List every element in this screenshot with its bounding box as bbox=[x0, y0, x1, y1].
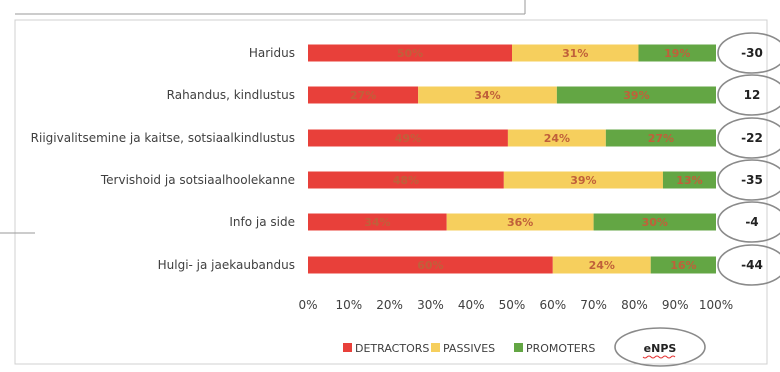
data-label: 60% bbox=[417, 259, 443, 272]
legend-swatch-passives bbox=[431, 343, 440, 352]
bar-passives bbox=[507, 129, 606, 147]
bar-promoters bbox=[605, 129, 716, 147]
legend-label-detractors: DETRACTORS bbox=[355, 342, 429, 355]
enps-circle bbox=[717, 32, 780, 74]
category-label: Riigivalitsemine ja kaitse, sotsiaalkind… bbox=[31, 131, 295, 145]
bar-passives bbox=[552, 256, 651, 274]
category-label: Tervishoid ja sotsiaalhoolekanne bbox=[100, 173, 295, 187]
data-label: 34% bbox=[474, 89, 500, 102]
data-label: 13% bbox=[676, 174, 702, 187]
x-tick-label: 100% bbox=[699, 298, 733, 312]
legend-label-passives: PASSIVES bbox=[443, 342, 495, 355]
enps-value: -44 bbox=[741, 258, 763, 272]
data-label: 34% bbox=[364, 216, 390, 229]
category-label: Haridus bbox=[249, 46, 295, 60]
bar-detractors bbox=[308, 213, 447, 231]
data-label: 48% bbox=[393, 174, 419, 187]
x-tick-label: 70% bbox=[580, 298, 607, 312]
legend-swatch-promoters bbox=[514, 343, 523, 352]
x-tick-label: 20% bbox=[376, 298, 403, 312]
bar-passives bbox=[446, 213, 594, 231]
enps-circle bbox=[717, 74, 780, 116]
bar-promoters bbox=[662, 171, 716, 189]
legend-label-promoters: PROMOTERS bbox=[526, 342, 595, 355]
bars-group: 50% 31% 19% 27% 34% 39% 49% 24% 27% 48% 39% 13% 34% 3… bbox=[308, 44, 716, 274]
enps-value: -35 bbox=[741, 173, 763, 187]
enps-column: -30 12 -22 -35 -4 -44 bbox=[717, 32, 780, 286]
legend: DETRACTORS PASSIVES PROMOTERS eNPS bbox=[343, 327, 706, 367]
frame-decor bbox=[0, 0, 768, 365]
data-label: 30% bbox=[642, 216, 668, 229]
data-label: 16% bbox=[670, 259, 696, 272]
data-label: 27% bbox=[648, 132, 674, 145]
data-label: 27% bbox=[350, 89, 376, 102]
data-label: 24% bbox=[544, 132, 570, 145]
bar-promoters bbox=[638, 44, 716, 62]
enps-circle bbox=[717, 201, 780, 243]
data-label: 39% bbox=[623, 89, 649, 102]
enps-value: 12 bbox=[744, 88, 761, 102]
bar-detractors bbox=[308, 86, 419, 104]
x-axis: 0% 10% 20% 30% 40% 50% 60% 70% 80% 90% 100% bbox=[298, 298, 733, 312]
x-tick-label: 0% bbox=[298, 298, 317, 312]
enps-legend-label: eNPS bbox=[644, 342, 677, 355]
data-label: 50% bbox=[397, 47, 423, 60]
category-label: Hulgi- ja jaekaubandus bbox=[158, 258, 295, 272]
bar-detractors bbox=[308, 44, 512, 62]
bar-promoters bbox=[650, 256, 716, 274]
bar-passives bbox=[512, 44, 639, 62]
legend-swatch-detractors bbox=[343, 343, 352, 352]
enps-circle bbox=[717, 244, 780, 286]
x-tick-label: 30% bbox=[417, 298, 444, 312]
bar-detractors bbox=[308, 256, 553, 274]
enps-circle bbox=[717, 159, 780, 201]
enps-legend-circle bbox=[614, 327, 706, 367]
x-tick-label: 50% bbox=[499, 298, 526, 312]
data-label: 39% bbox=[570, 174, 596, 187]
enps-value: -30 bbox=[741, 46, 763, 60]
category-label: Rahandus, kindlustus bbox=[167, 88, 295, 102]
enps-value: -4 bbox=[745, 215, 758, 229]
data-label: 31% bbox=[562, 47, 588, 60]
x-tick-label: 40% bbox=[458, 298, 485, 312]
bar-passives bbox=[503, 171, 663, 189]
x-tick-label: 60% bbox=[539, 298, 566, 312]
data-label: 19% bbox=[664, 47, 690, 60]
x-tick-label: 80% bbox=[621, 298, 648, 312]
data-label: 36% bbox=[507, 216, 533, 229]
bar-detractors bbox=[308, 129, 508, 147]
enps-value: -22 bbox=[741, 131, 763, 145]
bar-promoters bbox=[556, 86, 716, 104]
spellcheck-underline bbox=[642, 355, 676, 359]
data-label: 24% bbox=[589, 259, 615, 272]
bar-passives bbox=[418, 86, 557, 104]
x-tick-label: 10% bbox=[335, 298, 362, 312]
bar-promoters bbox=[593, 213, 716, 231]
x-tick-label: 90% bbox=[662, 298, 689, 312]
bar-detractors bbox=[308, 171, 504, 189]
enps-circle bbox=[717, 117, 780, 159]
category-label: Info ja side bbox=[229, 215, 295, 229]
data-label: 49% bbox=[395, 132, 421, 145]
category-labels: Haridus Rahandus, kindlustus Riigivalitsem… bbox=[31, 46, 295, 272]
